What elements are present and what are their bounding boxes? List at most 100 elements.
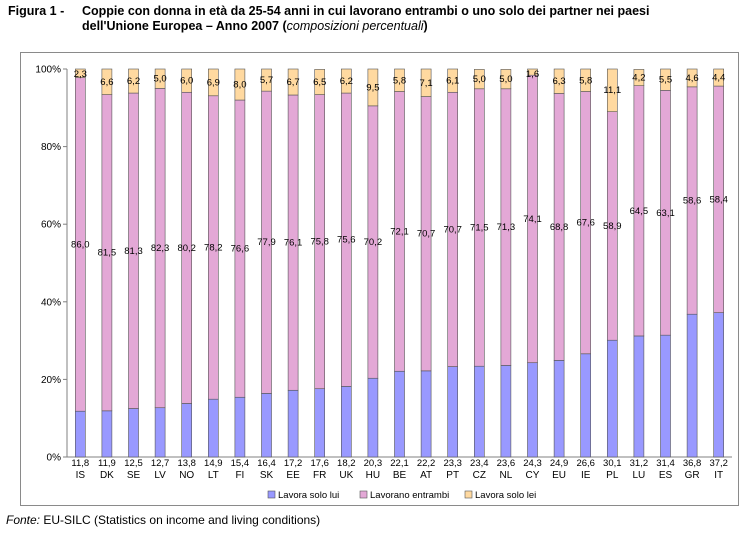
data-label: 70,7: [443, 224, 462, 235]
data-label: 77,9: [257, 237, 276, 248]
y-tick-label: 40%: [41, 297, 61, 308]
data-label: 17,2: [284, 458, 303, 469]
bar-segment: [527, 362, 538, 458]
data-label: 2,3: [74, 69, 87, 80]
legend-label: Lavora solo lei: [475, 490, 536, 501]
x-tick-label: LV: [154, 470, 166, 481]
bar-segment: [314, 388, 326, 458]
y-tick-label: 0%: [47, 453, 62, 464]
bar-segment: [208, 398, 219, 458]
data-label: 82,3: [151, 243, 170, 254]
data-label: 9,5: [366, 82, 379, 93]
legend-swatch: [267, 490, 276, 499]
x-tick-label: UK: [339, 470, 353, 481]
data-label: 78,2: [204, 242, 223, 253]
bar-segment: [447, 68, 459, 93]
y-tick-label: 60%: [41, 220, 61, 231]
x-tick-label: FI: [235, 470, 244, 481]
bar-segment: [154, 68, 166, 89]
data-label: 80,2: [177, 243, 196, 254]
data-label: 81,3: [124, 246, 143, 257]
data-label: 24,3: [523, 458, 542, 469]
bar-segment: [75, 410, 86, 458]
legend-label: Lavorano entrambi: [370, 490, 449, 501]
data-label: 18,2: [337, 458, 356, 469]
bar-segment: [261, 68, 272, 92]
data-label: 1,6: [526, 69, 539, 80]
data-label: 6,2: [340, 76, 353, 87]
x-tick-label: CY: [526, 470, 540, 481]
figure-label: Figura 1 -: [8, 4, 65, 18]
data-label: 6,7: [286, 77, 299, 88]
source-label: Fonte:: [6, 513, 41, 527]
bar-segment: [633, 335, 645, 458]
data-label: 4,6: [685, 73, 698, 84]
data-label: 23,3: [443, 458, 462, 469]
x-tick-label: HU: [366, 470, 380, 481]
data-label: 76,1: [284, 238, 303, 249]
x-tick-label: SK: [260, 470, 274, 481]
data-label: 15,4: [231, 458, 250, 469]
data-label: 23,6: [497, 458, 516, 469]
x-tick-label: NL: [500, 470, 513, 481]
x-tick-label: EE: [286, 470, 300, 481]
bar-segment: [394, 68, 405, 92]
bar-segment: [606, 68, 618, 112]
data-label: 5,0: [473, 74, 486, 85]
data-label: 70,2: [364, 237, 383, 248]
bar-segment: [340, 68, 352, 94]
x-tick-label: EU: [552, 470, 566, 481]
y-tick-label: 80%: [41, 142, 61, 153]
bar-segment: [314, 69, 326, 95]
data-label: 4,4: [712, 73, 725, 84]
data-label: 70,7: [417, 229, 436, 240]
bar-segment: [101, 410, 113, 458]
bar-segment: [420, 68, 432, 97]
bar-segment: [101, 68, 113, 95]
data-label: 5,8: [579, 75, 592, 86]
data-label: 58,4: [709, 194, 728, 205]
data-label: 23,4: [470, 458, 489, 469]
data-label: 58,6: [683, 196, 702, 207]
x-tick-label: CZ: [473, 470, 486, 481]
data-label: 31,4: [656, 458, 675, 469]
bar-segment: [261, 393, 272, 458]
bar-segment: [420, 370, 432, 458]
data-label: 86,0: [71, 239, 90, 250]
x-tick-label: LT: [208, 470, 219, 481]
data-label: 37,2: [709, 458, 728, 469]
bar-segment: [527, 68, 538, 76]
data-label: 6,6: [100, 77, 113, 88]
bar-segment: [606, 339, 618, 458]
data-label: 6,9: [207, 77, 220, 88]
bar-segment: [713, 312, 725, 458]
data-label: 5,7: [260, 75, 273, 86]
x-tick-label: IS: [76, 470, 86, 481]
bar-segment: [686, 68, 698, 88]
x-tick-label: IT: [714, 470, 723, 481]
title-line-1: Coppie con donna in età da 25-54 anni in…: [82, 4, 650, 18]
bar-segment: [580, 353, 592, 458]
bar-segment: [660, 68, 671, 91]
bar-segment: [287, 389, 299, 458]
x-tick-label: LU: [633, 470, 646, 481]
data-label: 11,9: [98, 458, 116, 469]
data-label: 5,8: [393, 75, 406, 86]
data-label: 6,1: [446, 75, 459, 86]
data-label: 81,5: [98, 248, 117, 259]
y-tick-label: 20%: [41, 375, 61, 386]
data-label: 4,2: [632, 73, 645, 84]
data-label: 76,6: [231, 244, 250, 255]
data-label: 16,4: [257, 458, 276, 469]
bar-segment: [208, 68, 219, 97]
source-text: EU-SILC (Statistics on income and living…: [43, 513, 321, 527]
bar-segment: [633, 69, 645, 86]
data-label: 26,6: [576, 458, 595, 469]
data-label: 5,0: [153, 74, 166, 85]
data-label: 12,5: [124, 458, 143, 469]
x-tick-label: SE: [127, 470, 141, 481]
data-label: 71,3: [497, 222, 516, 233]
bar-segment: [473, 365, 485, 458]
bar-segment: [500, 69, 512, 90]
